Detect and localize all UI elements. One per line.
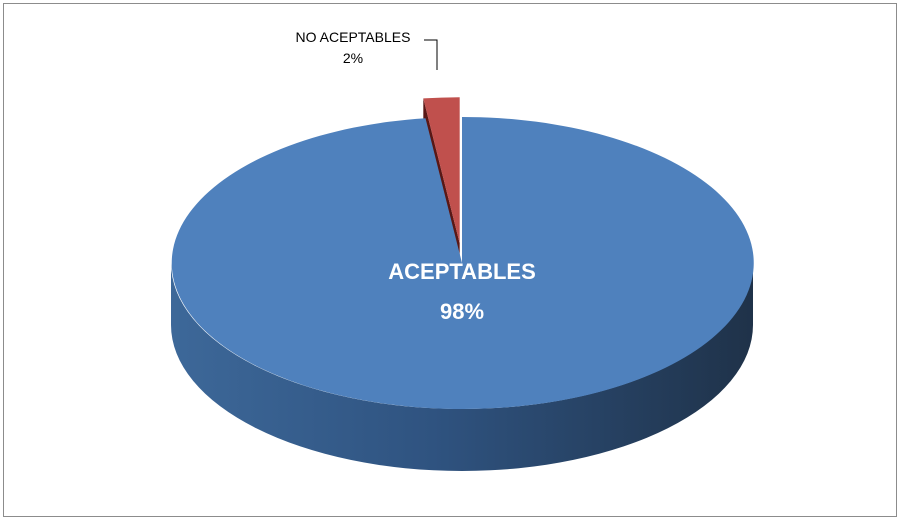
slice-no-aceptables — [423, 97, 460, 244]
slice-label-aceptables-name: ACEPTABLES — [388, 259, 536, 284]
slice-label-no-aceptables-pct: 2% — [343, 50, 363, 66]
slice-side-aceptables — [171, 263, 753, 471]
slice-label-aceptables-pct: 98% — [440, 299, 484, 324]
slice-label-no-aceptables-name: NO ACEPTABLES — [296, 29, 411, 45]
leader-line — [424, 39, 438, 70]
slice-aceptables — [171, 116, 754, 409]
